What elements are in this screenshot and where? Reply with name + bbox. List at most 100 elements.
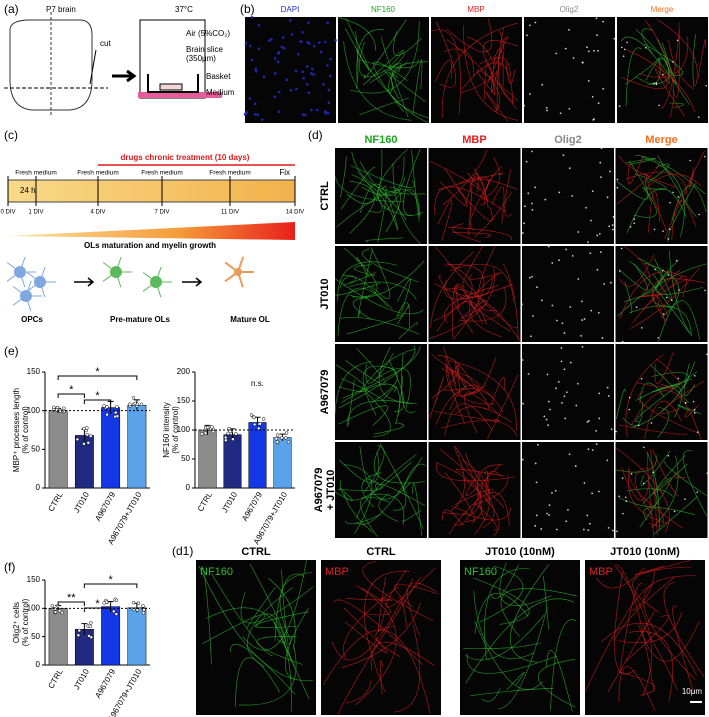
fiber — [431, 354, 460, 399]
fiber — [469, 272, 502, 338]
fiber — [342, 274, 357, 286]
label: Air (5%CO₂) — [186, 29, 230, 38]
fiber — [473, 502, 498, 531]
cell — [294, 69, 298, 73]
fiber — [473, 191, 513, 237]
data-point — [261, 417, 266, 421]
image-title: JT010 (10nM) — [485, 546, 555, 558]
cell — [535, 481, 538, 484]
cell — [276, 52, 280, 55]
fiber — [502, 263, 519, 341]
fiber — [338, 345, 416, 409]
cell — [658, 104, 660, 107]
fiber — [333, 599, 423, 666]
cell — [577, 231, 580, 233]
cell — [705, 84, 708, 87]
cell — [547, 245, 550, 248]
cell — [529, 93, 531, 95]
cell — [256, 113, 259, 117]
cell — [616, 186, 619, 189]
fiber — [653, 495, 699, 535]
label: (350μm) — [186, 54, 216, 63]
cell — [587, 448, 590, 451]
cell — [583, 318, 586, 320]
cell — [620, 46, 623, 49]
cell — [561, 322, 564, 325]
fiber — [644, 19, 674, 118]
fiber — [374, 422, 404, 435]
data-point — [50, 604, 55, 608]
fiber — [346, 598, 393, 601]
cell — [587, 529, 590, 532]
fiber — [359, 183, 399, 229]
fiber — [462, 477, 500, 537]
fiber — [661, 29, 680, 110]
fiber — [342, 345, 421, 399]
panel-label: (d) — [308, 128, 323, 142]
cell — [565, 520, 568, 523]
data-point — [284, 431, 289, 435]
cell — [672, 191, 674, 194]
fiber — [689, 167, 695, 190]
cell — [257, 23, 261, 27]
fiber — [441, 420, 518, 437]
cell — [635, 306, 638, 308]
fiber — [444, 280, 514, 300]
micrograph — [615, 344, 708, 440]
cell — [629, 226, 632, 228]
cell — [558, 259, 560, 262]
fiber — [353, 264, 376, 276]
row-header: A967079+ JT010 — [313, 468, 337, 513]
cell — [531, 208, 534, 211]
fiber — [444, 403, 493, 437]
fiber — [626, 188, 687, 234]
column-header: Merge — [645, 134, 677, 146]
cell — [326, 64, 329, 67]
cell — [643, 446, 645, 449]
fiber — [449, 263, 515, 303]
fiber — [382, 69, 394, 94]
fiber — [644, 400, 682, 440]
fiber — [349, 281, 417, 300]
fiber — [480, 156, 501, 200]
fiber — [343, 607, 387, 654]
x-tick-label: JT010 — [72, 667, 91, 691]
fiber — [268, 577, 296, 649]
fiber — [334, 361, 372, 415]
x-tick-label: JT010 — [72, 490, 91, 514]
row-header-line: A967079 — [313, 468, 325, 513]
cell — [607, 527, 610, 529]
fiber — [692, 34, 696, 87]
fiber — [466, 653, 557, 674]
fiber — [630, 390, 702, 440]
day-label: 1 DIV — [28, 210, 43, 216]
fiber — [339, 461, 412, 501]
fiber — [351, 151, 426, 195]
fiber — [509, 564, 550, 663]
fiber — [336, 189, 420, 228]
data-point — [115, 414, 120, 418]
annotation: n.s. — [251, 379, 264, 388]
cell — [628, 396, 631, 399]
cell — [600, 147, 603, 150]
image-title: CTRL — [366, 546, 396, 558]
fiber — [274, 573, 305, 641]
day-label: 11 DIV — [221, 210, 239, 216]
fiber — [461, 30, 505, 94]
cell — [548, 504, 551, 507]
fiber — [624, 281, 633, 314]
cell — [282, 36, 285, 39]
fiber — [434, 60, 453, 83]
data-point — [274, 436, 279, 441]
cell — [534, 21, 537, 24]
cell — [587, 241, 589, 244]
fiber — [632, 571, 656, 611]
day-label: 14 DIV — [286, 210, 304, 216]
fiber — [628, 467, 684, 529]
fiber — [379, 660, 384, 695]
fiber — [660, 380, 705, 415]
fiber — [663, 581, 705, 678]
data-point — [85, 432, 90, 437]
fiber — [455, 468, 505, 477]
cell — [703, 155, 706, 158]
